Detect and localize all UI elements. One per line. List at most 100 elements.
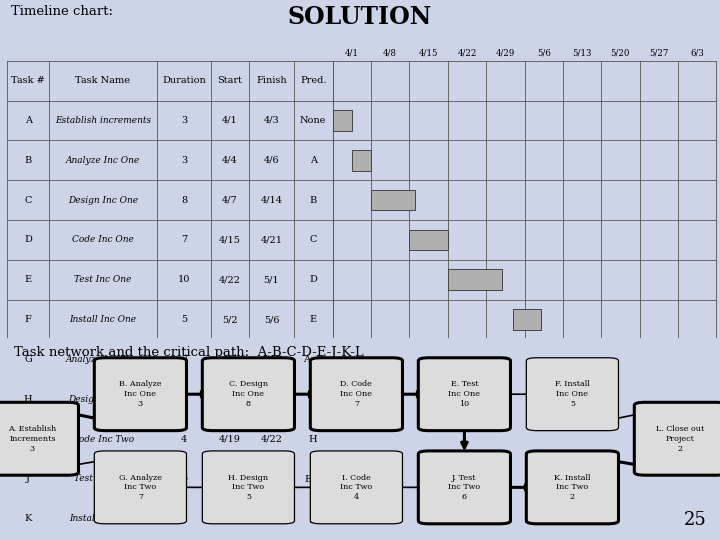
Text: 4/14: 4/14 xyxy=(219,395,241,404)
Text: 5/6: 5/6 xyxy=(537,49,551,57)
Bar xyxy=(513,309,541,330)
Text: 5/2: 5/2 xyxy=(222,315,238,324)
FancyBboxPatch shape xyxy=(94,451,186,524)
Bar xyxy=(410,389,436,410)
Text: Timeline chart:: Timeline chart: xyxy=(11,5,113,18)
Text: Analyze Inc One: Analyze Inc One xyxy=(66,156,140,165)
Text: 4/3: 4/3 xyxy=(264,116,279,125)
Text: 4/1: 4/1 xyxy=(222,116,238,125)
Text: G: G xyxy=(24,355,32,364)
Text: Analyze Inc Two: Analyze Inc Two xyxy=(66,355,140,364)
Bar xyxy=(333,110,352,131)
Text: Task network and the critical path:  A-B-C-D-E-J-K-L: Task network and the critical path: A-B-… xyxy=(14,346,364,359)
Text: 4/8: 4/8 xyxy=(383,49,397,57)
Text: 6: 6 xyxy=(181,475,187,483)
FancyBboxPatch shape xyxy=(94,358,186,431)
Text: K: K xyxy=(24,514,32,523)
Text: 4/6: 4/6 xyxy=(264,156,279,165)
Bar xyxy=(352,150,371,171)
Text: Task #: Task # xyxy=(12,76,45,85)
Bar xyxy=(410,230,448,251)
Text: 4/14: 4/14 xyxy=(261,195,282,205)
FancyBboxPatch shape xyxy=(202,358,294,431)
Text: 4/21: 4/21 xyxy=(261,235,282,245)
FancyBboxPatch shape xyxy=(418,358,510,431)
Text: 5/13: 5/13 xyxy=(572,49,592,57)
Text: 5/9: 5/9 xyxy=(264,514,279,523)
Text: G: G xyxy=(310,395,317,404)
Text: K. Install
Inc Two
2: K. Install Inc Two 2 xyxy=(554,474,590,501)
Text: D: D xyxy=(24,235,32,245)
Text: 3: 3 xyxy=(181,156,187,165)
Text: Start: Start xyxy=(217,76,243,85)
Text: 4/7: 4/7 xyxy=(222,355,238,364)
Text: A: A xyxy=(24,116,32,125)
Text: 7: 7 xyxy=(181,355,187,364)
Text: 5/6: 5/6 xyxy=(264,315,279,324)
Text: 4/18: 4/18 xyxy=(261,395,282,404)
Text: Test Inc Two: Test Inc Two xyxy=(74,475,132,483)
Text: Code Inc Two: Code Inc Two xyxy=(72,435,134,443)
Text: E: E xyxy=(24,275,32,284)
Text: H. Design
Inc Two
5: H. Design Inc Two 5 xyxy=(228,474,269,501)
Text: H: H xyxy=(309,435,318,443)
Text: 10: 10 xyxy=(178,275,190,284)
Bar xyxy=(552,508,562,529)
Text: 5/1: 5/1 xyxy=(264,275,279,284)
FancyBboxPatch shape xyxy=(418,451,510,524)
Text: L. Close out
Project
2: L. Close out Project 2 xyxy=(656,425,705,453)
Text: 6/3: 6/3 xyxy=(690,49,704,57)
Bar xyxy=(371,349,410,370)
Text: 5/2: 5/2 xyxy=(222,475,238,483)
Text: 5/20: 5/20 xyxy=(611,49,630,57)
Text: 5: 5 xyxy=(181,395,187,404)
Text: 5/27: 5/27 xyxy=(649,49,669,57)
Text: 4/15: 4/15 xyxy=(219,235,241,245)
Text: F: F xyxy=(24,315,32,324)
Text: Pred.: Pred. xyxy=(300,76,326,85)
Text: 5: 5 xyxy=(181,315,187,324)
Text: C: C xyxy=(24,195,32,205)
FancyBboxPatch shape xyxy=(526,358,618,431)
Text: Finish: Finish xyxy=(256,76,287,85)
Text: J: J xyxy=(26,475,30,483)
Text: 4/22: 4/22 xyxy=(457,49,477,57)
Text: D. Code
Inc One
7: D. Code Inc One 7 xyxy=(341,380,372,408)
Text: 4/15: 4/15 xyxy=(419,49,438,57)
Text: E. Test
Inc One
10: E. Test Inc One 10 xyxy=(449,380,480,408)
Text: 4: 4 xyxy=(181,435,187,443)
FancyBboxPatch shape xyxy=(310,451,402,524)
Text: 3: 3 xyxy=(181,116,187,125)
Text: E: E xyxy=(310,315,317,324)
Text: B. Analyze
Inc One
3: B. Analyze Inc One 3 xyxy=(119,380,162,408)
Text: Install Inc Two: Install Inc Two xyxy=(69,514,137,523)
Text: 4/22: 4/22 xyxy=(261,435,282,443)
Text: 4/29: 4/29 xyxy=(495,49,515,57)
Bar xyxy=(513,469,546,489)
Text: 4/13: 4/13 xyxy=(261,355,282,364)
Text: 4/7: 4/7 xyxy=(222,195,238,205)
FancyBboxPatch shape xyxy=(310,358,402,431)
Text: A. Establish
Increments
3: A. Establish Increments 3 xyxy=(8,425,57,453)
Text: Establish increments: Establish increments xyxy=(55,116,151,125)
FancyBboxPatch shape xyxy=(0,402,78,475)
Text: Design Inc One: Design Inc One xyxy=(68,195,138,205)
Text: Test Inc One: Test Inc One xyxy=(74,275,132,284)
Text: E, I: E, I xyxy=(305,475,322,483)
Text: I. Code
Inc Two
4: I. Code Inc Two 4 xyxy=(341,474,372,501)
Text: Duration: Duration xyxy=(162,76,206,85)
Bar xyxy=(371,190,415,211)
Text: 4/19: 4/19 xyxy=(219,435,241,443)
Text: 8: 8 xyxy=(181,195,187,205)
Text: Design Inc Two: Design Inc Two xyxy=(68,395,138,404)
Text: D: D xyxy=(310,275,317,284)
Text: A, B: A, B xyxy=(303,355,323,364)
Text: None: None xyxy=(300,116,326,125)
Text: Task Name: Task Name xyxy=(76,76,130,85)
Text: 5/8: 5/8 xyxy=(222,514,238,523)
Text: I: I xyxy=(26,435,30,443)
Text: 7: 7 xyxy=(181,235,187,245)
Text: 2: 2 xyxy=(181,514,187,523)
FancyBboxPatch shape xyxy=(526,451,618,524)
Text: 4/4: 4/4 xyxy=(222,156,238,165)
